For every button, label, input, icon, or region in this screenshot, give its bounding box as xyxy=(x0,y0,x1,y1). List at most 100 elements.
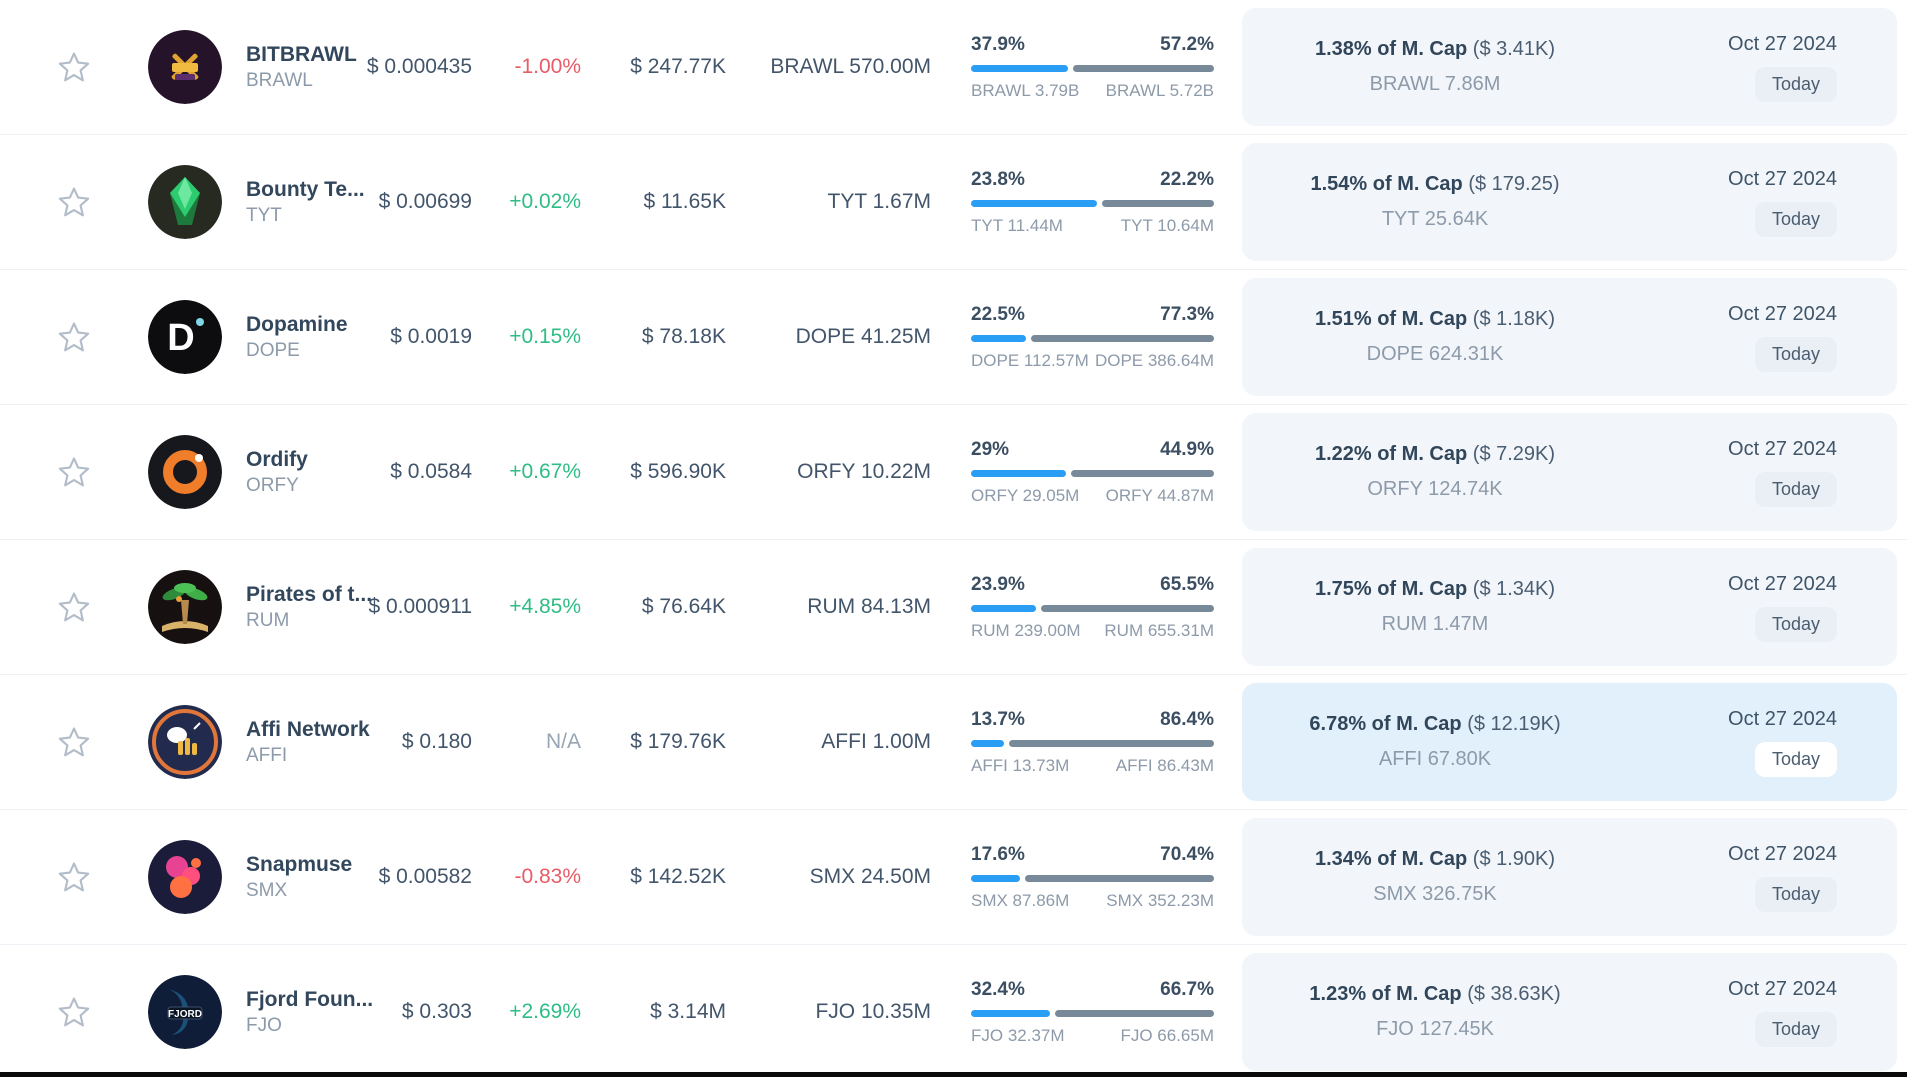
date-label: Oct 27 2024 xyxy=(1728,167,1837,190)
mcap-amount: ORFY 124.74K xyxy=(1367,478,1503,500)
token-symbol: AFFI xyxy=(246,745,288,766)
today-badge: Today xyxy=(1754,66,1837,102)
change-percent: +2.69% xyxy=(509,1000,581,1023)
favorite-star-icon[interactable] xyxy=(55,858,93,896)
bar-right-percent: 65.5% xyxy=(1160,573,1214,595)
bar-right-percent: 77.3% xyxy=(1160,303,1214,325)
bar-right-label: FJO 66.65M xyxy=(1120,1025,1214,1045)
mcap-amount: AFFI 67.80K xyxy=(1378,748,1492,770)
bar-right-label: BRAWL 5.72B xyxy=(1105,80,1214,100)
supply: TYT 1.67M xyxy=(827,190,931,213)
change-percent: -0.83% xyxy=(514,865,581,888)
volume: $ 142.52K xyxy=(630,865,726,888)
bar-left-label: BRAWL 3.79B xyxy=(971,80,1080,100)
mcap-percent: 6.78% of M. Cap xyxy=(1309,713,1462,735)
volume: $ 247.77K xyxy=(630,55,726,78)
bar-fill xyxy=(971,199,1097,207)
table-row[interactable]: Bounty Te... TYT $ 0.00699 +0.02% $ 11.6… xyxy=(0,135,1907,270)
bar-right-label: RUM 655.31M xyxy=(1104,620,1214,640)
token-name[interactable]: Bounty Te... xyxy=(246,178,365,201)
favorite-star-icon[interactable] xyxy=(55,183,93,221)
mcap-amount: SMX 326.75K xyxy=(1373,883,1497,905)
favorite-star-icon[interactable] xyxy=(55,453,93,491)
table-row[interactable]: FJORD Fjord Foun... FJO $ 0.303 +2.69% $… xyxy=(0,945,1907,1079)
table-row[interactable]: Pirates of t... RUM $ 0.000911 +4.85% $ … xyxy=(0,540,1907,675)
token-symbol: DOPE xyxy=(246,340,300,361)
bar-right-percent: 66.7% xyxy=(1160,978,1214,1000)
mcap-value: ($ 1.18K) xyxy=(1472,308,1556,330)
price: $ 0.00699 xyxy=(378,190,472,213)
mcap-percent: 1.38% of M. Cap xyxy=(1314,38,1468,60)
table-row[interactable]: Affi Network AFFI $ 0.180 N/A $ 179.76K … xyxy=(0,675,1907,810)
favorite-star-icon[interactable] xyxy=(55,723,93,761)
change-percent: N/A xyxy=(545,730,581,753)
mcap-value: ($ 7.29K) xyxy=(1472,443,1556,465)
pirates-logo xyxy=(148,570,222,644)
bar-track xyxy=(971,64,1214,72)
volume: $ 179.76K xyxy=(630,730,726,753)
today-badge: Today xyxy=(1754,471,1837,507)
bar-fill xyxy=(971,874,1020,882)
holdings-bar: 13.7% 86.4% AFFI 13.73M AFFI 86.43M xyxy=(971,709,1214,776)
bar-track xyxy=(971,874,1214,882)
bar-fill xyxy=(971,1009,1051,1017)
bar-fill xyxy=(971,64,1068,72)
bar-rest xyxy=(1071,469,1214,477)
token-name[interactable]: Affi Network xyxy=(246,718,370,741)
bar-track xyxy=(971,469,1214,477)
mcap-panel: 1.23% of M. Cap ($ 38.63K) FJO 127.45K O… xyxy=(1242,953,1897,1071)
table-row[interactable]: BITBRAWL BRAWL $ 0.000435 -1.00% $ 247.7… xyxy=(0,0,1907,135)
bitbrawl-logo xyxy=(148,30,222,104)
favorite-star-icon[interactable] xyxy=(55,48,93,86)
token-name[interactable]: Snapmuse xyxy=(246,853,353,876)
bar-left-label: DOPE 112.57M xyxy=(971,350,1089,370)
table-row[interactable]: D Dopamine DOPE $ 0.0019 +0.15% $ 78.18K… xyxy=(0,270,1907,405)
table-row[interactable]: Ordify ORFY $ 0.0584 +0.67% $ 596.90K OR… xyxy=(0,405,1907,540)
token-name[interactable]: BITBRAWL xyxy=(246,43,357,66)
supply: ORFY 10.22M xyxy=(797,460,931,483)
favorite-star-icon[interactable] xyxy=(55,588,93,626)
bottom-edge-line xyxy=(0,1072,1907,1077)
table-row[interactable]: Snapmuse SMX $ 0.00582 -0.83% $ 142.52K … xyxy=(0,810,1907,945)
snapmuse-logo xyxy=(148,840,222,914)
price: $ 0.000911 xyxy=(368,595,472,618)
favorite-star-icon[interactable] xyxy=(55,318,93,356)
token-name[interactable]: Ordify xyxy=(246,448,308,471)
volume: $ 596.90K xyxy=(630,460,726,483)
date-label: Oct 27 2024 xyxy=(1728,32,1837,55)
bar-right-label: DOPE 386.64M xyxy=(1094,350,1214,370)
mcap-panel: 1.75% of M. Cap ($ 1.34K) RUM 1.47M Oct … xyxy=(1242,548,1897,666)
today-badge: Today xyxy=(1754,741,1837,777)
change-percent: +4.85% xyxy=(509,595,581,618)
token-name[interactable]: Dopamine xyxy=(246,313,348,336)
volume: $ 11.65K xyxy=(643,190,726,213)
price: $ 0.0019 xyxy=(390,325,472,348)
bar-right-percent: 86.4% xyxy=(1160,708,1214,730)
price: $ 0.0584 xyxy=(390,460,472,483)
bar-right-percent: 22.2% xyxy=(1160,168,1214,190)
token-name[interactable]: Fjord Foun... xyxy=(246,988,374,1011)
holdings-bar: 17.6% 70.4% SMX 87.86M SMX 352.23M xyxy=(971,844,1214,911)
supply: DOPE 41.25M xyxy=(795,325,931,348)
price: $ 0.000435 xyxy=(366,55,472,78)
bar-fill xyxy=(971,604,1036,612)
bar-left-percent: 23.9% xyxy=(971,573,1025,595)
bar-fill xyxy=(971,469,1067,477)
favorite-star-icon[interactable] xyxy=(55,993,93,1031)
svg-text:D: D xyxy=(167,317,194,359)
bar-right-label: SMX 352.23M xyxy=(1106,890,1214,910)
token-symbol: FJO xyxy=(246,1015,282,1036)
change-percent: -1.00% xyxy=(514,55,581,78)
bounty-temple-logo xyxy=(148,165,222,239)
bar-left-percent: 22.5% xyxy=(971,303,1025,325)
supply: RUM 84.13M xyxy=(807,595,931,618)
bar-right-label: AFFI 86.43M xyxy=(1115,755,1214,775)
token-name[interactable]: Pirates of t... xyxy=(246,583,373,606)
token-symbol: RUM xyxy=(246,610,290,631)
supply: FJO 10.35M xyxy=(815,1000,931,1023)
mcap-value: ($ 3.41K) xyxy=(1472,38,1556,60)
mcap-amount: FJO 127.45K xyxy=(1376,1018,1494,1040)
today-badge: Today xyxy=(1754,1011,1837,1047)
price: $ 0.303 xyxy=(401,1000,472,1023)
